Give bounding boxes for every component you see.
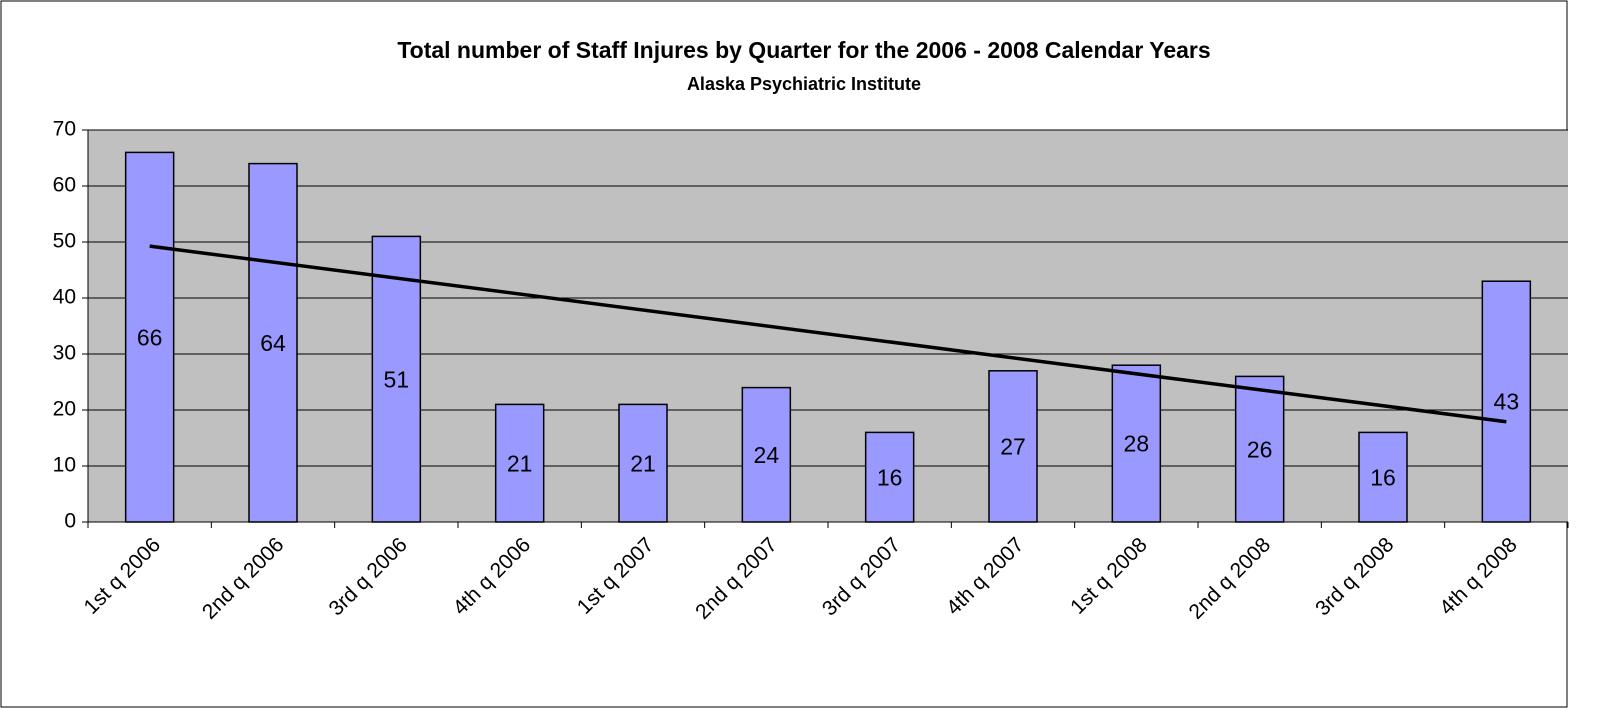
data-label: 66: [137, 324, 163, 350]
data-label: 64: [260, 330, 286, 356]
y-tick-label: 30: [53, 342, 76, 365]
bar: [1358, 431, 1408, 523]
bar: [1234, 375, 1285, 523]
data-label: 43: [1494, 389, 1520, 415]
bar: [1111, 364, 1162, 523]
y-tick-label: 40: [53, 286, 76, 309]
data-label: 16: [1370, 464, 1396, 490]
bar: [248, 162, 298, 523]
data-label: 24: [754, 442, 780, 468]
bar: [618, 403, 668, 523]
data-label: 28: [1124, 431, 1150, 457]
data-label: 51: [384, 366, 410, 392]
data-label: 26: [1247, 436, 1273, 462]
data-label: 21: [507, 450, 533, 476]
y-tick-label: 50: [53, 230, 76, 253]
chart-title: Total number of Staff Injures by Quarter…: [397, 37, 1210, 63]
bar: [988, 370, 1038, 523]
bar: [741, 386, 792, 523]
data-label: 21: [630, 450, 656, 476]
data-label: 27: [1000, 433, 1026, 459]
bar: [124, 151, 175, 523]
y-tick-label: 0: [64, 510, 76, 533]
y-tick-label: 10: [53, 454, 76, 477]
y-tick-label: 20: [53, 398, 76, 421]
chart-subtitle: Alaska Psychiatric Institute: [687, 74, 921, 94]
bar: [371, 235, 422, 523]
bar: [1481, 280, 1532, 523]
plot-area: [88, 130, 1568, 522]
y-tick-label: 70: [53, 118, 76, 141]
bar: [864, 431, 915, 523]
bar: [494, 403, 545, 523]
y-tick-label: 60: [53, 174, 76, 197]
data-label: 16: [877, 464, 903, 490]
trendline: [149, 244, 1507, 424]
